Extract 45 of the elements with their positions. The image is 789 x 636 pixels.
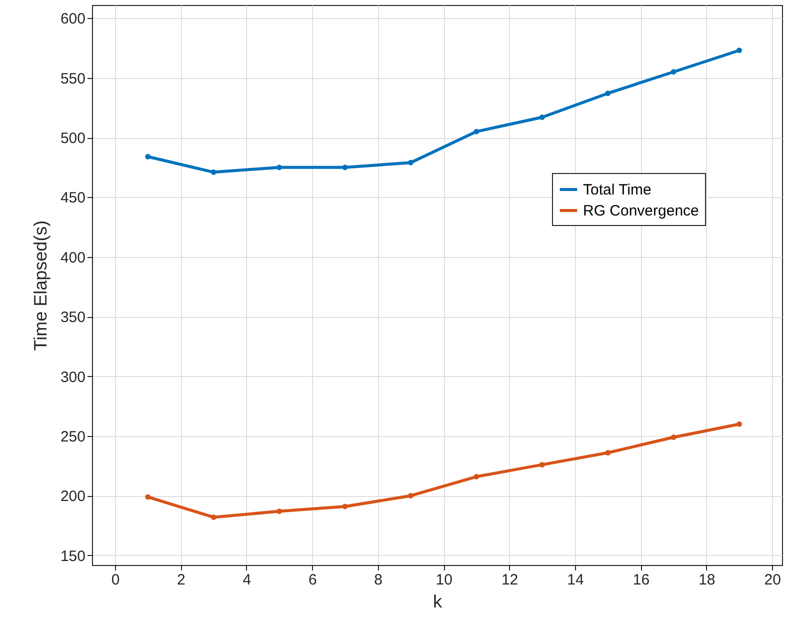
point (145, 494, 151, 500)
y-tick-label: 600 (60, 10, 86, 28)
point (670, 434, 676, 440)
legend-label: RG Convergence (583, 202, 699, 220)
x-tick-label: 0 (111, 572, 120, 588)
y-tick-label: 450 (60, 190, 86, 207)
y-tick-label: 500 (60, 130, 86, 148)
point (605, 450, 611, 456)
point (605, 90, 611, 96)
point (276, 508, 282, 514)
y-tick-label: 350 (60, 309, 86, 326)
point (736, 421, 742, 427)
point (474, 128, 480, 134)
x-tick-label: 14 (567, 572, 584, 588)
legend-label: Total Time (583, 182, 652, 198)
x-tick-label: 8 (374, 572, 383, 588)
x-tick-label: 20 (764, 572, 781, 588)
y-tick-label: 250 (60, 428, 86, 446)
point (539, 114, 545, 120)
y-tick-label: 400 (60, 249, 86, 266)
y-tick-label: 200 (60, 488, 86, 506)
y-axis-title: Time Elapsed(s) (30, 220, 50, 351)
point (539, 462, 545, 468)
point (276, 164, 282, 170)
x-axis-title: k (433, 592, 443, 612)
x-tick-label: 12 (501, 572, 518, 588)
y-tick-label: 150 (60, 548, 86, 565)
y-tick-label: 550 (60, 70, 86, 88)
x-tick-label: 6 (308, 572, 317, 588)
point (145, 154, 151, 160)
x-tick-label: 16 (632, 572, 650, 588)
point (342, 504, 348, 510)
point (670, 69, 676, 75)
x-tick-label: 18 (698, 572, 716, 588)
x-tick-label: 2 (177, 572, 186, 588)
point (474, 474, 480, 480)
x-tick-label: 10 (436, 572, 452, 588)
x-tick-label: 4 (242, 572, 252, 588)
point (210, 514, 216, 520)
point (736, 48, 742, 54)
y-tick-label: 300 (60, 368, 86, 386)
point (408, 493, 414, 498)
point (408, 160, 414, 166)
point (210, 169, 216, 175)
point (342, 164, 348, 170)
